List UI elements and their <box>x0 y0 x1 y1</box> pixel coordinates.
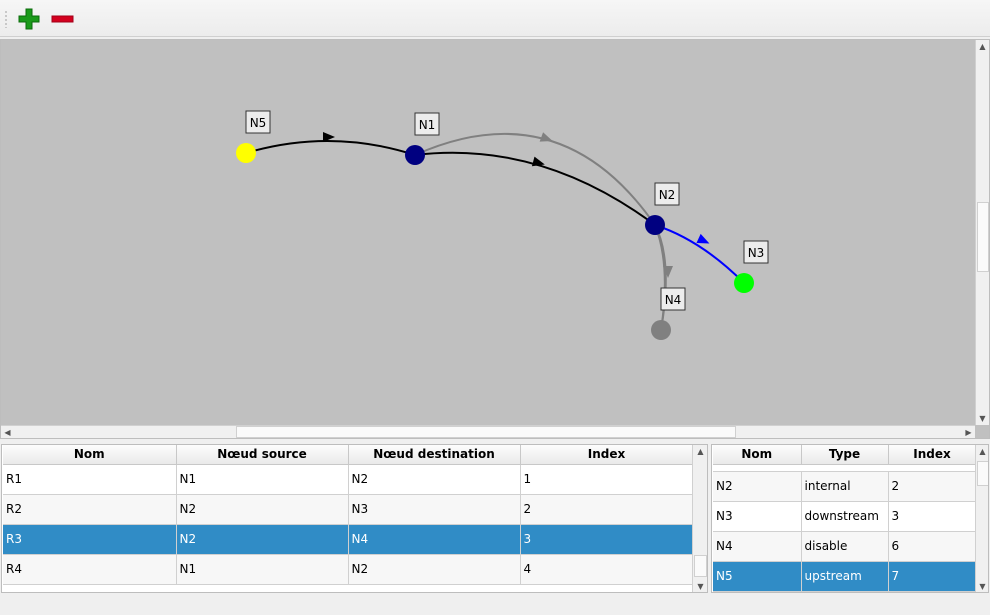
node-label-box <box>660 287 686 311</box>
scroll-up-icon[interactable]: ▲ <box>697 447 704 456</box>
table-cell[interactable]: upstream <box>801 561 889 592</box>
table-cell[interactable]: N2 <box>176 524 349 555</box>
node-label-box <box>414 112 440 136</box>
table-row[interactable]: N2 internal 2 <box>713 471 977 502</box>
reaches-table: Nom Nœud source Nœud destination Index R1 N1 N… <box>3 445 694 585</box>
scroll-thumb[interactable] <box>977 461 988 486</box>
toolbar-grip[interactable] <box>4 10 8 28</box>
graph-horizontal-scrollbar[interactable]: ◀ ▶ <box>1 425 975 438</box>
reach-edge[interactable] <box>245 140 416 156</box>
reach-edge[interactable] <box>654 224 666 331</box>
reaches-table-scrollbar[interactable]: ▲ ▼ <box>692 445 707 592</box>
network-graph[interactable]: N5 N1 N2 N3 N4 <box>1 40 975 425</box>
table-cell[interactable]: N3 <box>348 494 521 525</box>
table-row[interactable]: R2 N2 N3 2 <box>3 494 694 525</box>
node-label: N5 <box>250 116 267 130</box>
node-label: N2 <box>659 188 676 202</box>
nodes-table-panel: Nom Type Index N2 internal 2 N3 downstream 3 N4 di… <box>711 444 989 593</box>
table-cell[interactable]: R2 <box>3 494 177 525</box>
scroll-up-icon[interactable]: ▲ <box>979 447 986 456</box>
node-label-box <box>654 182 680 206</box>
table-cell[interactable]: N4 <box>713 531 802 562</box>
table-cell[interactable]: 6 <box>888 531 977 562</box>
graph-node[interactable] <box>734 273 754 293</box>
table-cell[interactable]: internal <box>801 471 889 502</box>
table-cell[interactable]: N2 <box>713 471 802 502</box>
graph-node[interactable] <box>645 215 665 235</box>
table-cell[interactable]: 2 <box>888 471 977 502</box>
scroll-down-icon[interactable]: ▼ <box>979 414 986 423</box>
scroll-up-icon[interactable]: ▲ <box>979 42 986 51</box>
table-row[interactable]: N4 disable 6 <box>713 531 977 562</box>
table-cell[interactable]: 4 <box>520 554 694 585</box>
add-button[interactable] <box>16 6 42 32</box>
node-label-box <box>743 240 769 264</box>
table-cell[interactable]: N2 <box>176 494 349 525</box>
table-cell[interactable]: 2 <box>520 494 694 525</box>
table-cell[interactable]: N4 <box>348 524 521 555</box>
table-cell[interactable]: N1 <box>176 554 349 585</box>
node-label-box <box>245 110 271 134</box>
arrow-icon <box>539 132 553 142</box>
arrow-icon <box>696 233 710 244</box>
table-row[interactable]: N3 downstream 3 <box>713 501 977 532</box>
table-row[interactable]: R1 N1 N2 1 <box>3 464 694 495</box>
table-cell[interactable]: N1 <box>176 464 349 495</box>
minus-icon <box>51 15 74 23</box>
scroll-down-icon[interactable]: ▼ <box>697 582 704 591</box>
table-row[interactable]: R3 N2 N4 3 <box>3 524 694 555</box>
table-cell[interactable]: R3 <box>3 524 177 555</box>
table-cell[interactable]: 7 <box>888 561 977 592</box>
table-cell[interactable]: downstream <box>801 501 889 532</box>
reaches-table-panel: Nom Nœud source Nœud destination Index R1 N1 N… <box>1 444 708 593</box>
table-cell[interactable]: N2 <box>348 464 521 495</box>
scroll-right-icon[interactable]: ▶ <box>965 428 972 437</box>
table-cell[interactable]: R4 <box>3 554 177 585</box>
nodes-table: Nom Type Index N2 internal 2 N3 downstream 3 N4 di… <box>713 445 977 592</box>
remove-button[interactable] <box>50 6 76 32</box>
reach-edge[interactable] <box>654 224 745 284</box>
column-header[interactable]: Nom <box>3 445 177 465</box>
table-cell[interactable]: disable <box>801 531 889 562</box>
column-header[interactable]: Nœud destination <box>348 445 521 465</box>
column-header[interactable]: Nom <box>713 445 802 465</box>
graph-node[interactable] <box>405 145 425 165</box>
network-graph-view[interactable]: N5 N1 N2 N3 N4 ▲ ▼ ◀ ▶ <box>0 39 990 439</box>
scroll-down-icon[interactable]: ▼ <box>979 582 986 591</box>
column-header[interactable]: Index <box>888 445 977 465</box>
table-cell[interactable]: 3 <box>888 501 977 532</box>
table-cell[interactable]: N3 <box>713 501 802 532</box>
graph-node[interactable] <box>236 143 256 163</box>
column-header[interactable]: Nœud source <box>176 445 349 465</box>
plus-icon <box>18 8 40 30</box>
table-cell[interactable]: N2 <box>348 554 521 585</box>
scroll-left-icon[interactable]: ◀ <box>4 428 11 437</box>
node-label: N1 <box>419 118 436 132</box>
table-row[interactable]: R4 N1 N2 4 <box>3 554 694 585</box>
column-header[interactable]: Index <box>520 445 694 465</box>
table-cell[interactable]: 1 <box>520 464 694 495</box>
scroll-thumb[interactable] <box>694 555 707 577</box>
scroll-thumb[interactable] <box>977 202 989 272</box>
node-label: N3 <box>748 246 765 260</box>
table-row[interactable]: N5 upstream 7 <box>713 561 977 592</box>
node-label: N4 <box>665 293 682 307</box>
table-cell[interactable]: 3 <box>520 524 694 555</box>
toolbar <box>0 0 990 37</box>
table-cell[interactable]: N5 <box>713 561 802 592</box>
column-header[interactable]: Type <box>801 445 889 465</box>
nodes-table-scrollbar[interactable]: ▲ ▼ <box>975 445 988 592</box>
arrow-icon <box>323 132 335 142</box>
graph-node[interactable] <box>651 320 671 340</box>
table-cell[interactable]: R1 <box>3 464 177 495</box>
scroll-thumb[interactable] <box>236 426 736 438</box>
arrow-icon <box>531 156 545 167</box>
arrow-icon <box>663 266 673 278</box>
graph-vertical-scrollbar[interactable]: ▲ ▼ <box>975 40 989 425</box>
